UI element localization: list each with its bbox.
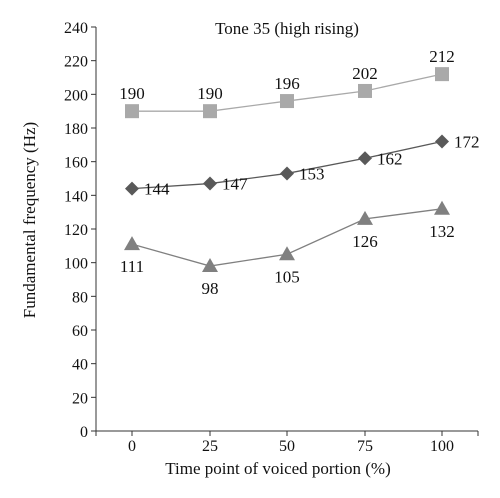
- y-tick-label: 20: [72, 390, 88, 407]
- y-tick-label: 220: [64, 54, 88, 71]
- data-label: 202: [352, 64, 378, 83]
- data-label: 190: [119, 84, 145, 103]
- data-point-diamond: [280, 166, 294, 181]
- y-axis: 0 20 40 60 80 100 120 140 160 180 200 220 240: [64, 20, 97, 441]
- data-point-diamond: [358, 151, 372, 166]
- series-square: 190 190 196 202 212: [119, 47, 455, 119]
- y-axis-label: Fundamental frequency (Hz): [20, 122, 39, 318]
- data-label: 105: [274, 267, 300, 286]
- y-tick-label: 200: [64, 87, 88, 104]
- data-point-triangle: [434, 200, 450, 215]
- series-triangle: 111 98 105 126 132: [120, 200, 455, 298]
- x-tick-label: 75: [357, 438, 373, 455]
- data-point-triangle: [202, 258, 218, 273]
- y-tick-label: 140: [64, 188, 88, 205]
- data-label: 144: [144, 180, 170, 199]
- x-tick-label: 25: [202, 438, 218, 455]
- data-label: 126: [352, 232, 378, 251]
- data-label: 212: [429, 47, 455, 66]
- data-point-diamond: [125, 181, 139, 196]
- data-point-square: [203, 104, 217, 119]
- data-point-square: [280, 94, 294, 109]
- y-tick-label: 40: [72, 357, 88, 374]
- x-axis: 0 25 50 75 100: [95, 430, 479, 455]
- data-point-triangle: [357, 210, 373, 225]
- data-point-triangle: [124, 236, 140, 251]
- y-tick-label: 160: [64, 155, 88, 172]
- series-layer: 190 190 196 202 212 144 147 153 162 172 111 98 105 12…: [119, 47, 479, 298]
- data-label: 190: [197, 84, 223, 103]
- data-point-square: [435, 67, 449, 82]
- y-tick-label: 100: [64, 256, 88, 273]
- data-point-triangle: [279, 246, 295, 261]
- x-axis-label: Time point of voiced portion (%): [165, 459, 391, 478]
- x-tick-label: 100: [430, 438, 454, 455]
- data-label: 196: [274, 74, 300, 93]
- y-tick-label: 80: [72, 289, 88, 306]
- data-label: 172: [454, 132, 480, 151]
- y-tick-label: 120: [64, 222, 88, 239]
- y-tick-label: 60: [72, 323, 88, 340]
- chart-title: Tone 35 (high rising): [215, 19, 359, 38]
- data-label: 98: [202, 279, 219, 298]
- data-label: 147: [222, 175, 248, 194]
- data-label: 162: [377, 149, 403, 168]
- data-label: 132: [429, 222, 455, 241]
- x-tick-label: 0: [128, 438, 136, 455]
- data-point-square: [125, 104, 139, 119]
- y-tick-label: 0: [80, 424, 88, 441]
- y-tick-label: 240: [64, 20, 88, 37]
- data-point-square: [358, 83, 372, 98]
- data-point-diamond: [435, 134, 449, 149]
- x-tick-label: 50: [279, 438, 295, 455]
- series-diamond: 144 147 153 162 172: [125, 132, 480, 199]
- y-tick-label: 180: [64, 121, 88, 138]
- data-point-diamond: [203, 176, 217, 191]
- data-label: 153: [299, 164, 325, 183]
- data-label: 111: [120, 257, 144, 276]
